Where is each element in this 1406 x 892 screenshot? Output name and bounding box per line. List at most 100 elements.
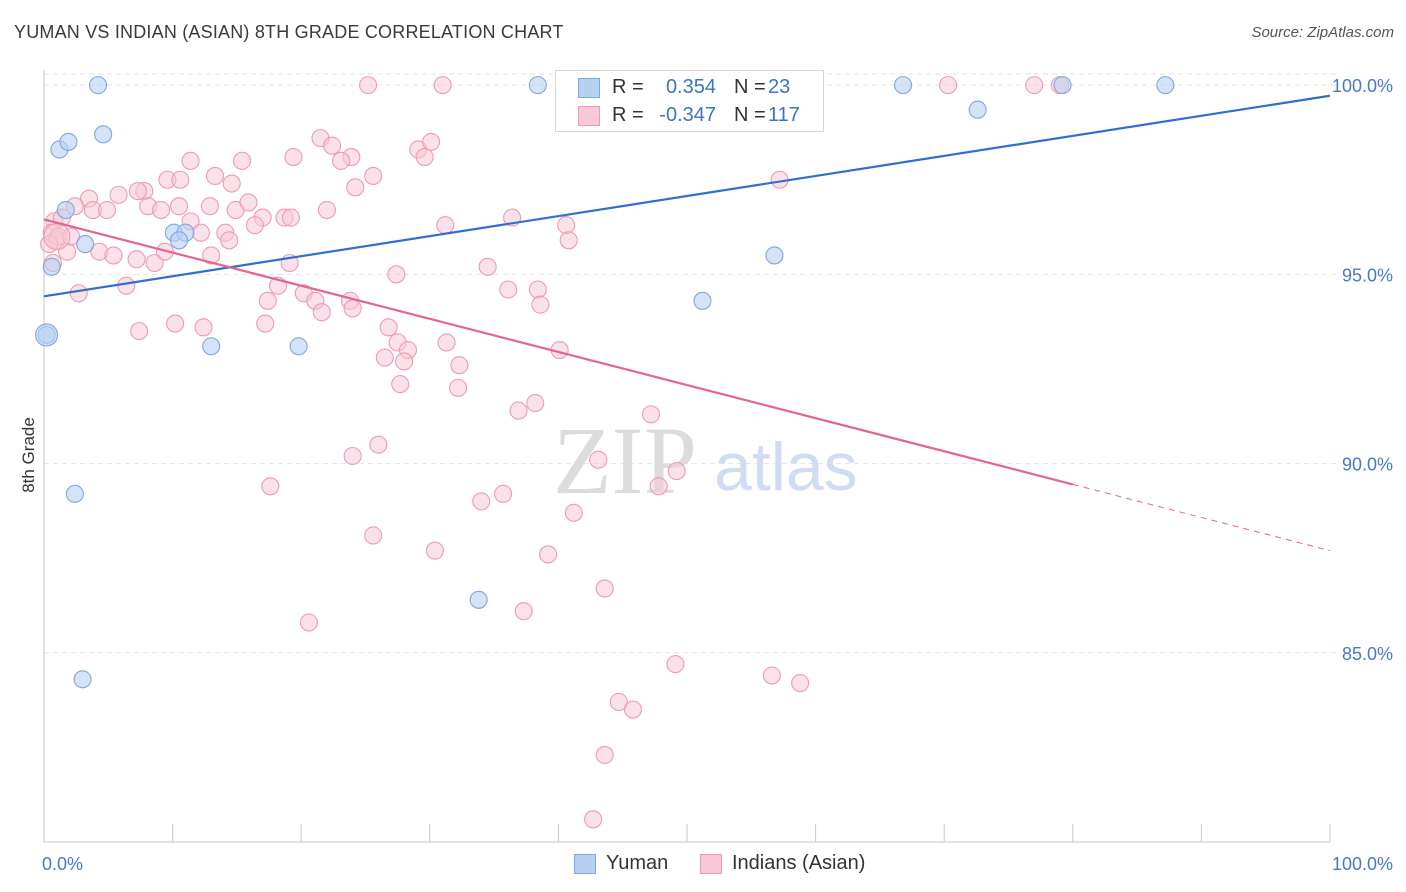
- x-tick-label-min: 0.0%: [42, 854, 83, 874]
- legend-row-indians: R = -0.347 N = 117: [556, 102, 823, 130]
- indian-point: [43, 222, 71, 251]
- indian-point: [181, 151, 200, 170]
- indian-point: [256, 314, 275, 333]
- indian-point: [145, 253, 164, 273]
- yuman-point: [169, 231, 189, 250]
- yuman-point: [35, 323, 59, 347]
- source-credit: Source: ZipAtlas.com: [1251, 24, 1394, 41]
- indian-point: [171, 170, 190, 189]
- indian-point: [589, 450, 608, 469]
- indian-point: [641, 405, 661, 424]
- indian-point: [375, 348, 394, 367]
- yuman-point: [765, 246, 784, 265]
- indian-point: [364, 526, 383, 545]
- indian-point: [191, 223, 210, 242]
- indian-point: [332, 151, 351, 170]
- indian-point: [422, 132, 441, 151]
- yuman-point: [893, 76, 913, 95]
- yuman-point: [56, 200, 75, 220]
- yuman-point: [94, 125, 113, 144]
- indian-point: [166, 314, 185, 333]
- legend-row-yuman: R = 0.354 N = 23: [556, 74, 823, 102]
- indian-point: [478, 257, 497, 276]
- chart-title: YUMAN VS INDIAN (ASIAN) 8TH GRADE CORREL…: [14, 22, 564, 42]
- y-axis-title: 8th Grade: [19, 417, 38, 493]
- indian-point: [649, 477, 668, 496]
- indian-point: [564, 503, 583, 522]
- indian-point: [666, 655, 685, 674]
- y-tick-label: 95.0%: [1342, 265, 1393, 285]
- y-tick-label: 85.0%: [1342, 644, 1393, 664]
- indian-point: [791, 674, 810, 693]
- indian-point: [205, 166, 225, 186]
- indian-point: [623, 700, 643, 719]
- yuman-point: [968, 100, 987, 119]
- indian-point: [69, 284, 88, 303]
- indian-point: [436, 216, 455, 235]
- indian-point: [130, 322, 149, 341]
- indian-point: [258, 291, 277, 310]
- indian-point: [437, 333, 456, 352]
- yuman-point: [693, 291, 712, 310]
- yuman-point: [73, 670, 92, 689]
- yuman-point: [289, 337, 308, 356]
- yuman-point: [1156, 76, 1175, 95]
- indian-point: [584, 810, 603, 829]
- legend-n-label: N =: [734, 104, 766, 126]
- indian-point: [514, 602, 533, 621]
- indian-point: [343, 446, 362, 466]
- y-tick-label: 100.0%: [1332, 76, 1393, 96]
- indian-trend-extension: [1072, 483, 1331, 552]
- indian-point: [528, 280, 547, 299]
- indian-point: [526, 393, 545, 413]
- indian-point: [379, 318, 398, 337]
- indian-point: [346, 178, 365, 197]
- indian-point: [609, 692, 628, 712]
- indian-point: [323, 136, 342, 155]
- indian-point: [312, 303, 331, 322]
- indian-point: [557, 216, 576, 235]
- tick-labels: 85.0% 90.0% 95.0% 100.0% 0.0% 100.0%: [42, 76, 1393, 874]
- indian-point: [364, 166, 383, 186]
- indian-point: [391, 375, 410, 394]
- indian-point: [449, 378, 468, 397]
- indian-point: [151, 200, 171, 220]
- watermark-zip: ZIP: [553, 407, 697, 514]
- indian-point: [97, 200, 117, 220]
- yuman-point: [59, 132, 78, 151]
- indian-point: [395, 352, 414, 371]
- indian-point: [387, 265, 406, 284]
- indian-point: [261, 477, 280, 496]
- axes: [43, 70, 1331, 843]
- indian-swatch-icon: [578, 106, 600, 126]
- indian-point: [104, 246, 123, 265]
- indian-point: [202, 246, 221, 265]
- indian-point: [494, 484, 513, 503]
- yuman-swatch-icon: [578, 78, 600, 98]
- legend-n-label: N =: [734, 76, 766, 98]
- indian-point: [117, 276, 136, 295]
- indian-trend-line: [43, 218, 1074, 486]
- yuman-point: [42, 257, 61, 276]
- yuman-trend-line: [43, 94, 1331, 298]
- yuman-legend-label: Yuman: [606, 852, 669, 874]
- yuman-point: [88, 76, 108, 95]
- indian-point: [939, 76, 958, 95]
- indian-point: [359, 76, 378, 95]
- indian-point: [499, 280, 518, 299]
- indian-point: [109, 185, 128, 204]
- indian-legend-label: Indians (Asian): [732, 852, 866, 874]
- indian-point: [128, 182, 147, 201]
- yuman-point: [65, 484, 84, 503]
- indian-point: [169, 197, 189, 216]
- indian-point: [433, 76, 452, 95]
- legend-r-label: R =: [612, 104, 644, 126]
- indian-point: [281, 208, 300, 227]
- indian-legend-icon: [700, 854, 722, 874]
- indian-points: [40, 76, 1069, 829]
- legend-r-value: -0.347: [659, 104, 716, 126]
- indian-point: [239, 193, 258, 212]
- yuman-point: [528, 76, 547, 95]
- indian-point: [559, 231, 578, 250]
